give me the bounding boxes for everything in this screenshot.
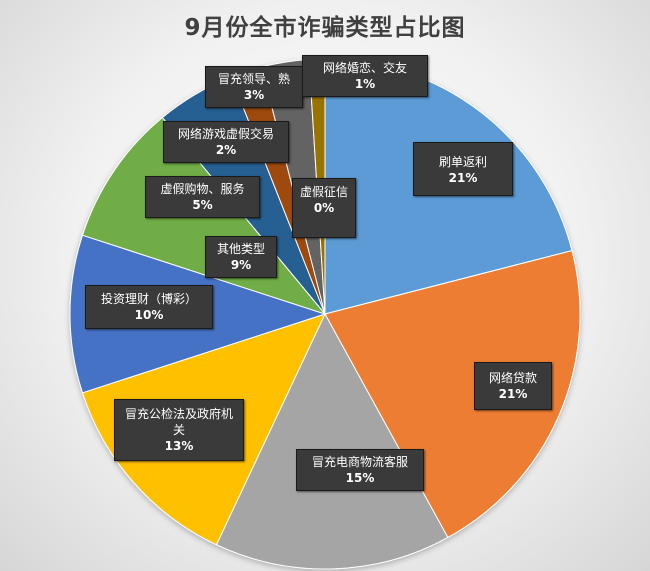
pie-slice-2 <box>215 312 449 570</box>
slice-label-3: 冒充公检法及政府机关 13% <box>114 399 244 461</box>
slice-label-6-name: 虚假购物、服务 <box>160 182 245 196</box>
slice-label-6-value: 5% <box>192 198 213 212</box>
slice-label-9-name: 网络婚恋、交友 <box>322 61 407 75</box>
slice-label-2: 冒充电商物流客服 15% <box>296 449 424 491</box>
slice-label-7-name: 网络游戏虚假交易 <box>177 127 274 141</box>
slice-label-4-value: 10% <box>134 308 164 322</box>
slice-label-8-name: 冒充领导、熟 <box>217 72 290 86</box>
slice-label-0-name: 刷单返利 <box>438 155 487 169</box>
slice-label-1: 网络贷款 21% <box>474 362 552 410</box>
slice-label-5: 其他类型 9% <box>205 236 277 278</box>
slice-label-4: 投资理财（博彩） 10% <box>85 285 213 329</box>
slice-label-9: 网络婚恋、交友 1% <box>302 55 428 97</box>
slice-label-4-name: 投资理财（博彩） <box>100 292 197 306</box>
slice-label-3-name: 冒充公检法及政府机关 <box>124 407 233 437</box>
slice-label-3-value: 13% <box>164 439 194 453</box>
slice-label-0-value: 21% <box>448 171 478 185</box>
slice-label-9-value: 1% <box>354 77 376 91</box>
slice-label-7-value: 2% <box>215 143 237 157</box>
slice-label-1-name: 网络贷款 <box>488 371 537 385</box>
slice-label-10-value: 0% <box>313 201 335 215</box>
slice-label-0: 刷单返利 21% <box>413 142 513 196</box>
chart-title: 9月份全市诈骗类型占比图 <box>184 15 466 41</box>
slice-label-1-value: 21% <box>498 387 528 401</box>
slice-label-2-name: 冒充电商物流客服 <box>311 455 408 469</box>
slice-label-8: 冒充领导、熟 3% <box>205 66 303 108</box>
pie-slice-1 <box>324 249 581 539</box>
slice-label-7: 网络游戏虚假交易 2% <box>163 121 289 163</box>
slice-label-2-value: 15% <box>345 471 375 485</box>
slice-label-10: 虚假征信 0% <box>292 178 356 238</box>
slice-label-5-name: 其他类型 <box>216 242 265 256</box>
slice-label-6: 虚假购物、服务 5% <box>145 176 260 218</box>
slice-label-5-value: 9% <box>230 258 252 272</box>
slice-label-8-value: 3% <box>243 88 265 102</box>
slice-label-10-name: 虚假征信 <box>299 185 348 199</box>
